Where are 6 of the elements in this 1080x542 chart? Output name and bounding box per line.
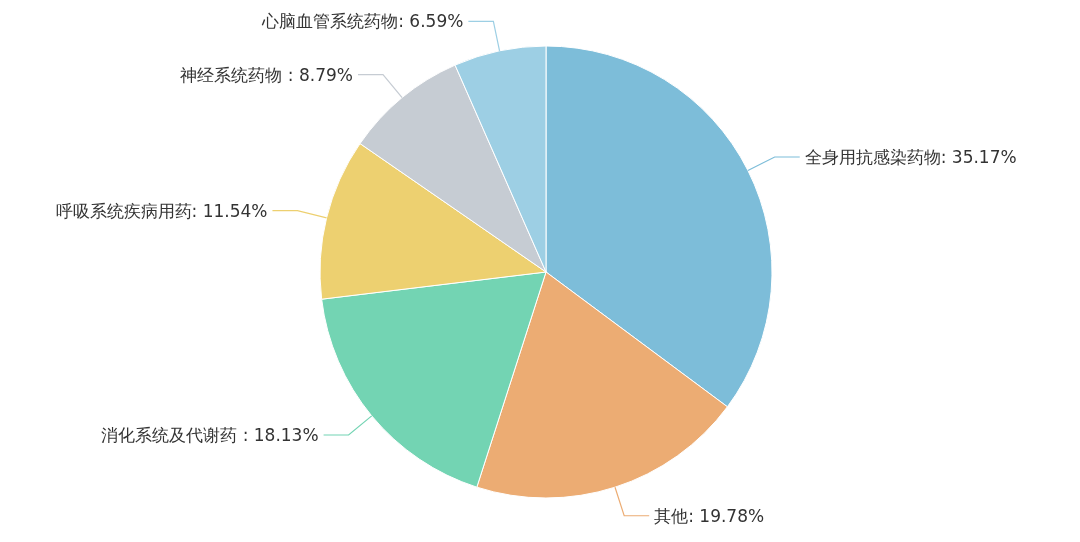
slice-label: 消化系统及代谢药 : 18.13% bbox=[101, 424, 319, 445]
slice-label: 心脑血管系统药物: 6.59% bbox=[261, 11, 464, 32]
slice-label: 全身用抗感染药物: 35.17% bbox=[804, 147, 1017, 167]
slice-label: 呼吸系统疾病用药: 11.54% bbox=[55, 200, 268, 221]
slice-label: 其他: 19.78% bbox=[654, 505, 765, 526]
slice-label: 神经系统药物 : 8.79% bbox=[180, 64, 354, 85]
